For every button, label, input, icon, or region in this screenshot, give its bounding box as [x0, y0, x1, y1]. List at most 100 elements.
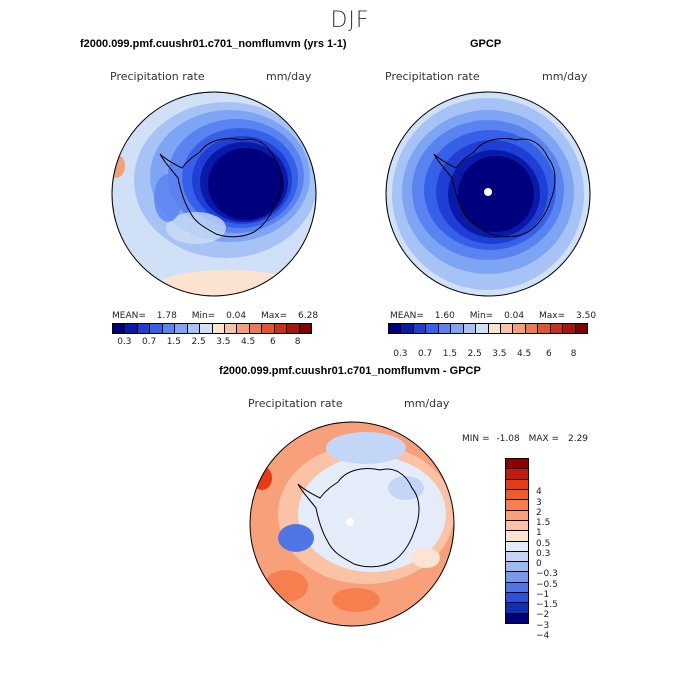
- colorbar-swatch: [563, 324, 576, 333]
- max-label: Max=: [539, 311, 566, 321]
- min-value: 0.04: [504, 311, 525, 321]
- min-label: Min=: [191, 311, 216, 321]
- season-title: DJF: [330, 8, 370, 33]
- max-value: 3.50: [576, 311, 597, 321]
- colorbar-swatch: [113, 324, 126, 333]
- colorbar-tick-label: −2: [536, 610, 550, 621]
- max-label: Max=: [261, 311, 288, 321]
- obs-stats: MEAN= 1.60 Min= 0.04 Max= 3.50: [390, 311, 596, 321]
- diff-stats: MIN = -1.08 MAX = 2.29: [462, 434, 588, 444]
- colorbar-swatch: [401, 324, 414, 333]
- colorbar-swatch: [506, 479, 528, 490]
- model-variable-label: Precipitation rate: [110, 70, 205, 83]
- model-panel-title: f2000.099.pmf.cuushr01.c701_nomflumvm (y…: [80, 38, 347, 50]
- colorbar-swatch: [287, 324, 300, 333]
- colorbar-swatch: [506, 541, 528, 552]
- colorbar-tick-label: 1.5: [536, 518, 551, 528]
- colorbar-swatch: [224, 324, 238, 333]
- colorbar-swatch: [175, 324, 188, 333]
- colorbar-tick-label: 8: [570, 349, 577, 359]
- min-value: 0.04: [226, 311, 247, 321]
- obs-panel-title: GPCP: [470, 38, 502, 50]
- colorbar-swatch: [249, 324, 263, 333]
- colorbar-swatch: [150, 324, 163, 333]
- colorbar-tick-label: −1: [536, 589, 550, 600]
- model-colorbar: [112, 323, 312, 334]
- colorbar-swatch: [237, 324, 250, 333]
- colorbar-swatch: [506, 531, 528, 542]
- colorbar-swatch: [513, 324, 526, 333]
- colorbar-swatch: [162, 324, 176, 333]
- colorbar-tick-label: 4.5: [516, 349, 532, 359]
- min-label: Min=: [469, 311, 494, 321]
- diff-panel-title: f2000.099.pmf.cuushr01.c701_nomflumvm - …: [219, 365, 481, 377]
- min-value: -1.08: [496, 434, 520, 444]
- model-stats: MEAN= 1.78 Min= 0.04 Max= 6.28: [112, 311, 318, 321]
- obs-colorbar: [388, 323, 588, 334]
- colorbar-swatch: [125, 324, 138, 333]
- colorbar-swatch: [550, 324, 564, 333]
- colorbar-swatch: [200, 324, 213, 333]
- colorbar-swatch: [506, 603, 528, 614]
- colorbar-swatch: [506, 510, 528, 521]
- colorbar-tick-label: 4: [536, 487, 542, 498]
- colorbar-swatch: [212, 324, 225, 333]
- colorbar-swatch: [506, 572, 528, 583]
- colorbar-tick-label: 0.7: [417, 349, 433, 359]
- obs-colorbar-ticks: 0.3 0.7 1.5 2.5 3.5 4.5 6 8: [388, 349, 586, 361]
- colorbar-swatch: [506, 562, 528, 573]
- colorbar-tick-label: 0.7: [141, 337, 157, 347]
- colorbar-tick-label: 0: [536, 559, 542, 569]
- diff-variable-label: Precipitation rate: [248, 397, 343, 410]
- diff-units-label: mm/day: [404, 397, 450, 410]
- colorbar-tick-label: 2.5: [467, 349, 482, 359]
- min-label: MIN =: [462, 434, 490, 444]
- diff-colorbar: [505, 458, 529, 624]
- colorbar-swatch: [525, 324, 539, 333]
- colorbar-swatch: [463, 324, 477, 333]
- colorbar-tick-label: −4: [536, 630, 550, 641]
- colorbar-swatch: [274, 324, 288, 333]
- diff-colorbar-ticks: 4 3 2 1.5 1 0.5 0.3 0 −0.3 −0.5 −1 −1.5 −2 −3 −4: [536, 482, 576, 646]
- colorbar-swatch: [506, 500, 528, 511]
- colorbar-tick-label: 3.5: [492, 349, 507, 359]
- colorbar-swatch: [506, 551, 528, 563]
- colorbar-swatch: [488, 324, 501, 333]
- mean-label: MEAN=: [112, 311, 146, 321]
- colorbar-tick-label: 0.3: [393, 349, 408, 359]
- colorbar-swatch: [413, 324, 427, 333]
- obs-precip-map: [385, 91, 591, 297]
- colorbar-swatch: [451, 324, 464, 333]
- mean-value: 1.60: [434, 311, 455, 321]
- colorbar-swatch: [506, 469, 528, 480]
- colorbar-tick-label: 6: [546, 349, 552, 359]
- colorbar-tick-label: 6: [270, 337, 276, 347]
- colorbar-swatch: [500, 324, 514, 333]
- max-value: 6.28: [298, 311, 319, 321]
- mean-value: 1.78: [156, 311, 177, 321]
- colorbar-tick-label: 0.3: [536, 548, 551, 559]
- colorbar-swatch: [137, 324, 151, 333]
- colorbar-swatch: [506, 593, 528, 604]
- model-units-label: mm/day: [266, 70, 312, 83]
- colorbar-tick-label: −0.5: [536, 579, 558, 590]
- colorbar-swatch: [506, 613, 528, 623]
- colorbar-swatch: [575, 324, 587, 333]
- colorbar-tick-label: −3: [536, 620, 550, 631]
- colorbar-swatch: [506, 520, 528, 532]
- colorbar-swatch: [538, 324, 551, 333]
- colorbar-swatch: [299, 324, 311, 333]
- colorbar-swatch: [506, 459, 528, 470]
- colorbar-tick-label: 2: [536, 507, 542, 518]
- colorbar-tick-label: −1.5: [536, 600, 558, 610]
- colorbar-tick-label: 8: [294, 337, 301, 347]
- colorbar-swatch: [262, 324, 275, 333]
- colorbar-tick-label: 1: [536, 528, 542, 539]
- colorbar-swatch: [187, 324, 201, 333]
- colorbar-tick-label: 1.5: [166, 337, 182, 347]
- colorbar-swatch: [506, 489, 528, 501]
- mean-label: MEAN=: [390, 311, 424, 321]
- colorbar-swatch: [426, 324, 439, 333]
- max-label: MAX =: [528, 434, 560, 444]
- max-value: 2.29: [567, 434, 589, 444]
